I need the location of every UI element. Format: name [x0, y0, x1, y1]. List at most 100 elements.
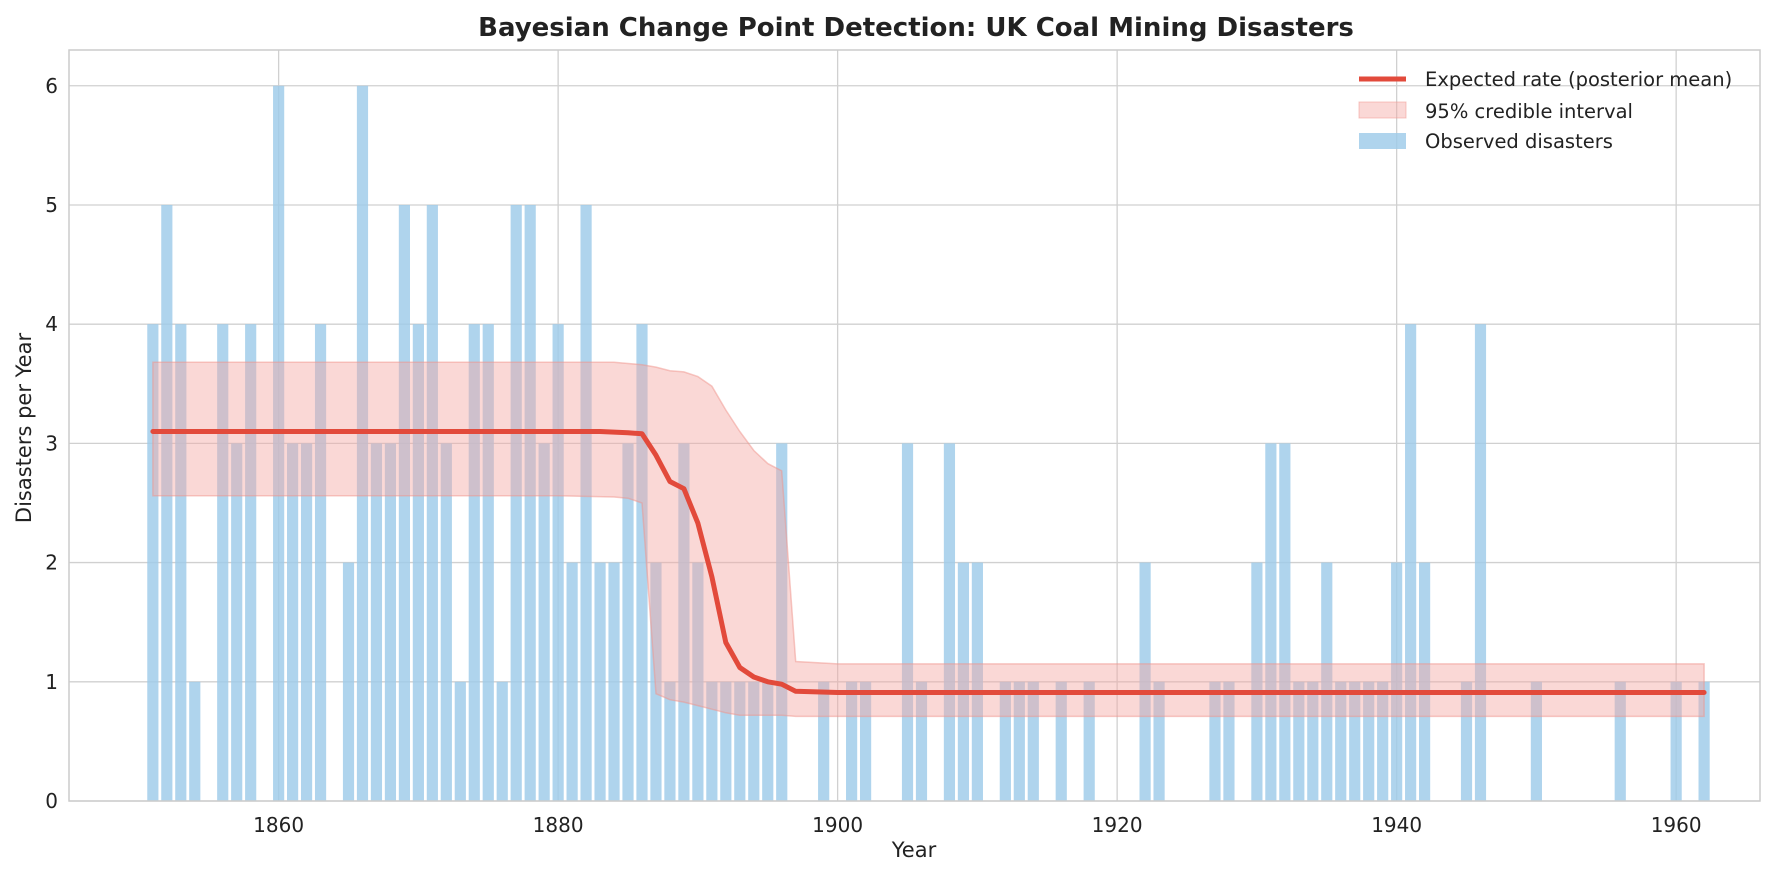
bar: [1363, 681, 1375, 801]
bar: [1377, 681, 1389, 801]
axes-frame: [68, 49, 1761, 802]
bar: [468, 324, 480, 801]
bar: [1405, 324, 1417, 801]
bar: [1335, 681, 1347, 801]
bar: [1670, 681, 1682, 801]
legend-label-line: Expected rate (posterior mean): [1425, 68, 1732, 91]
bar: [943, 443, 956, 801]
bar: [538, 443, 550, 801]
bar: [245, 324, 257, 801]
bar: [971, 562, 983, 801]
bar: [426, 204, 438, 801]
bar: [846, 681, 858, 801]
bar: [1698, 681, 1710, 801]
posterior-mean-line: [150, 429, 1707, 695]
bar: [1419, 562, 1431, 801]
bar: [1530, 681, 1542, 801]
y-axis-label: Disasters per Year: [12, 333, 36, 524]
bar: [678, 443, 690, 801]
bar: [650, 562, 662, 801]
bar: [720, 681, 732, 801]
bar: [706, 681, 718, 801]
bar: [1013, 681, 1025, 801]
y-tick-label: 3: [45, 431, 58, 455]
legend-band-swatch: [1358, 101, 1407, 119]
bar: [496, 681, 508, 801]
bar: [1265, 443, 1277, 801]
bar: [622, 443, 634, 801]
bar: [300, 443, 313, 801]
y-tick-label: 0: [45, 789, 58, 813]
bar: [1349, 681, 1361, 801]
legend: Expected rate (posterior mean) 95% credi…: [1358, 68, 1732, 153]
bar: [454, 681, 466, 801]
y-tick-labels: 0 1 2 3 4 5 6: [45, 74, 58, 813]
x-tick-label: 1940: [1371, 813, 1422, 837]
bar: [957, 562, 970, 801]
bar: [818, 681, 830, 801]
x-tick-label: 1960: [1651, 813, 1702, 837]
bar: [1027, 681, 1039, 801]
bar: [524, 204, 536, 801]
bar: [552, 324, 564, 801]
bar: [776, 443, 788, 801]
bar: [189, 681, 201, 801]
bar: [594, 562, 606, 801]
bar: [580, 204, 592, 801]
y-tick-label: 1: [45, 670, 58, 694]
bar: [859, 681, 872, 801]
bar: [356, 85, 369, 801]
bar: [398, 204, 410, 801]
bar: [1321, 562, 1333, 801]
y-tick-label: 5: [45, 193, 58, 217]
bar: [412, 324, 424, 801]
bar: [748, 681, 760, 801]
y-tick-label: 6: [45, 74, 58, 98]
legend-bar-swatch: [1359, 133, 1406, 149]
bar: [231, 443, 243, 801]
bar: [370, 443, 383, 801]
x-tick-label: 1920: [1092, 813, 1143, 837]
bar: [1251, 562, 1263, 801]
bar: [1391, 562, 1403, 801]
bar: [161, 204, 173, 801]
band-layer: [152, 361, 1705, 718]
bar: [762, 681, 774, 801]
bar: [440, 443, 452, 801]
legend-label-bar: Observed disasters: [1425, 130, 1613, 153]
x-tick-labels: 1860 1880 1900 1920 1940 1960: [253, 813, 1701, 837]
bar: [692, 562, 704, 801]
bar: [901, 443, 914, 801]
bar: [1279, 443, 1291, 801]
bar: [1223, 681, 1235, 801]
bar: [1307, 681, 1319, 801]
x-tick-label: 1860: [253, 813, 304, 837]
bar: [510, 204, 522, 801]
y-tick-label: 4: [45, 312, 58, 336]
bar: [342, 562, 355, 801]
bar: [1139, 562, 1151, 801]
bar: [915, 681, 928, 801]
bar-layer: [147, 85, 1710, 801]
bar: [1474, 324, 1487, 801]
bar: [999, 681, 1011, 801]
legend-label-band: 95% credible interval: [1425, 100, 1633, 123]
bar: [566, 562, 578, 801]
bar: [1614, 681, 1626, 801]
bar: [664, 681, 676, 801]
y-tick-label: 2: [45, 551, 58, 575]
chart-title: Bayesian Change Point Detection: UK Coal…: [478, 13, 1354, 43]
bar: [636, 324, 648, 801]
line-layer: [150, 429, 1707, 695]
bar: [1460, 681, 1473, 801]
bar: [217, 324, 229, 801]
bar: [734, 681, 746, 801]
bar: [482, 324, 494, 801]
credible-interval-band: [152, 361, 1705, 718]
bar: [1055, 681, 1067, 801]
bar: [1293, 681, 1305, 801]
bar: [175, 324, 187, 801]
bar: [314, 324, 327, 801]
